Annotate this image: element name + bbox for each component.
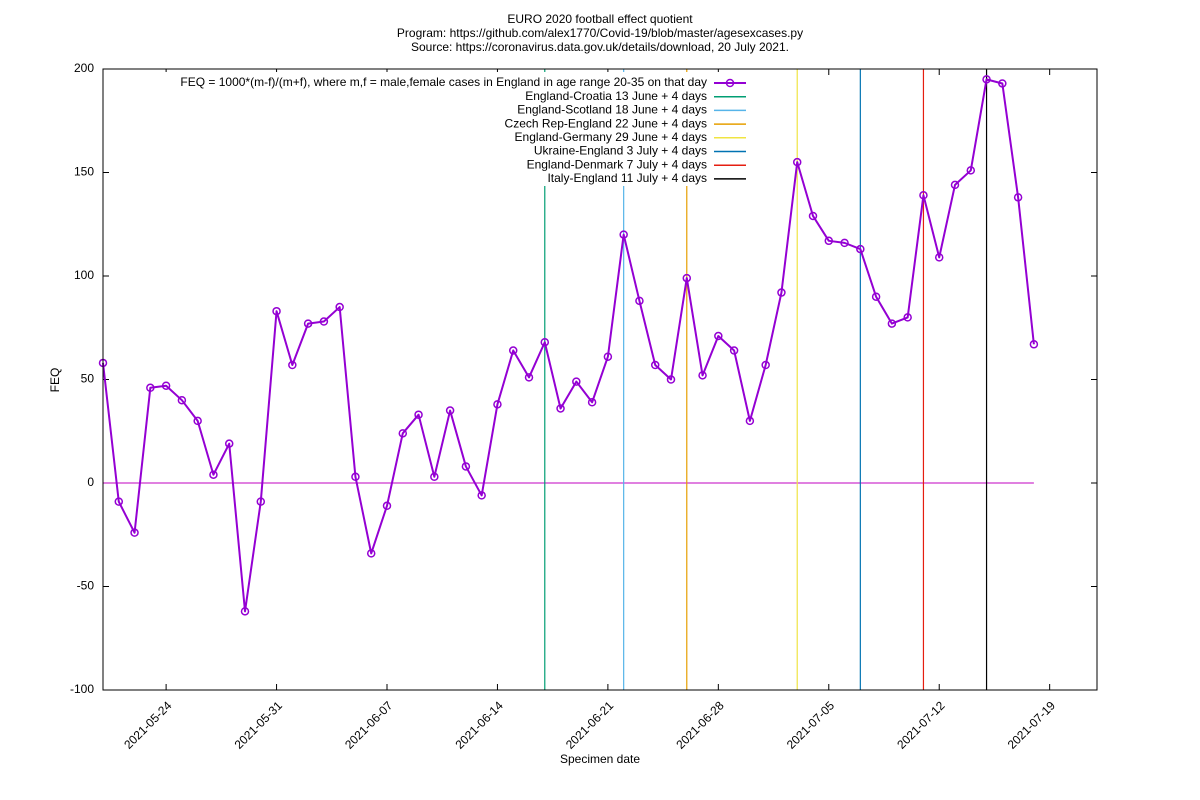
legend-label: Czech Rep-England 22 June + 4 days bbox=[505, 116, 707, 130]
data-point bbox=[619, 230, 628, 239]
data-point bbox=[714, 331, 723, 341]
legend-label: Italy-England 11 July + 4 days bbox=[547, 171, 707, 185]
data-point bbox=[193, 416, 202, 426]
legend-label: England-Denmark 7 July + 4 days bbox=[527, 157, 707, 171]
y-tick-label: 150 bbox=[74, 165, 94, 179]
data-point bbox=[319, 317, 329, 326]
data-point bbox=[808, 211, 818, 221]
data-point bbox=[572, 377, 581, 386]
legend-marker bbox=[725, 78, 735, 88]
data-point bbox=[982, 75, 991, 84]
chart-subtitle: Source: https://coronavirus.data.gov.uk/… bbox=[411, 40, 789, 54]
data-point bbox=[414, 410, 423, 419]
data-point bbox=[650, 360, 660, 370]
x-axis-label: Specimen date bbox=[560, 752, 640, 766]
chart-title: EURO 2020 football effect quotient bbox=[507, 12, 693, 26]
y-tick-label: 0 bbox=[87, 475, 94, 489]
y-tick-label: -100 bbox=[70, 682, 94, 696]
data-point bbox=[445, 406, 455, 415]
y-tick-label: 50 bbox=[81, 372, 95, 386]
data-point bbox=[382, 501, 392, 511]
data-point bbox=[603, 352, 613, 361]
chart-subtitle: Program: https://github.com/alex1770/Cov… bbox=[397, 26, 803, 40]
data-point bbox=[146, 383, 155, 393]
legend-background bbox=[140, 72, 755, 186]
data-point bbox=[398, 429, 408, 438]
data-point bbox=[1013, 193, 1023, 202]
data-point bbox=[335, 302, 344, 312]
data-point bbox=[587, 398, 597, 407]
data-point bbox=[919, 191, 928, 200]
legend-label: England-Scotland 18 June + 4 days bbox=[517, 103, 707, 117]
data-point bbox=[998, 79, 1007, 88]
data-point bbox=[256, 497, 266, 506]
data-point bbox=[777, 288, 786, 297]
data-point bbox=[351, 472, 360, 482]
data-point bbox=[161, 381, 171, 390]
data-point bbox=[303, 319, 313, 328]
data-point bbox=[887, 319, 897, 328]
data-point bbox=[130, 528, 139, 537]
data-point bbox=[698, 371, 707, 380]
data-point bbox=[871, 292, 881, 301]
legend-label: England-Croatia 13 June + 4 days bbox=[525, 89, 707, 103]
data-point bbox=[666, 375, 676, 384]
data-point bbox=[856, 244, 865, 254]
data-point bbox=[934, 253, 944, 262]
data-point bbox=[635, 296, 644, 306]
data-point bbox=[903, 313, 912, 322]
legend-label: FEQ = 1000*(m-f)/(m+f), where m,f = male… bbox=[180, 75, 707, 89]
data-point bbox=[950, 180, 960, 190]
y-tick-label: 100 bbox=[74, 268, 94, 282]
data-point bbox=[524, 373, 534, 382]
data-point bbox=[745, 416, 755, 426]
data-point bbox=[556, 404, 565, 413]
data-point bbox=[177, 395, 187, 405]
data-point bbox=[824, 236, 834, 246]
data-point bbox=[240, 607, 250, 616]
data-point bbox=[493, 400, 502, 409]
data-point bbox=[366, 549, 376, 558]
data-point bbox=[288, 360, 297, 370]
data-point bbox=[508, 346, 518, 355]
plot-frame bbox=[102, 68, 1098, 691]
data-point bbox=[761, 360, 770, 370]
y-tick-label: 200 bbox=[74, 61, 94, 75]
data-point bbox=[209, 470, 218, 479]
data-point bbox=[477, 491, 486, 500]
data-point bbox=[966, 166, 976, 175]
data-point bbox=[840, 238, 849, 248]
data-point bbox=[1029, 340, 1039, 349]
data-point bbox=[114, 497, 124, 506]
y-tick-label: -50 bbox=[77, 579, 95, 593]
y-axis-label: FEQ bbox=[48, 368, 62, 393]
data-point bbox=[430, 472, 439, 482]
data-point bbox=[729, 346, 739, 355]
data-point bbox=[461, 462, 471, 471]
series-line bbox=[102, 78, 1035, 613]
data-point bbox=[272, 306, 281, 316]
data-point bbox=[540, 337, 550, 347]
data-point bbox=[224, 439, 234, 448]
data-point bbox=[682, 273, 692, 283]
legend-label: England-Germany 29 June + 4 days bbox=[515, 130, 707, 144]
legend-label: Ukraine-England 3 July + 4 days bbox=[534, 144, 707, 158]
data-point bbox=[792, 157, 802, 167]
